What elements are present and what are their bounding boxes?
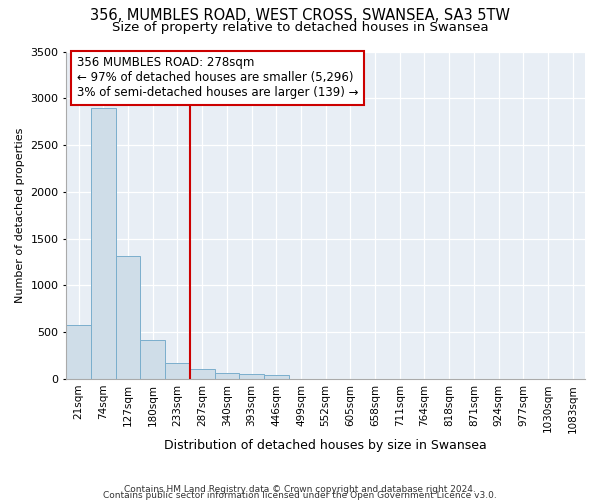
Text: Contains HM Land Registry data © Crown copyright and database right 2024.: Contains HM Land Registry data © Crown c… [124,484,476,494]
Bar [91,108,116,379]
Bar [215,373,239,379]
Text: Contains public sector information licensed under the Open Government Licence v3: Contains public sector information licen… [103,490,497,500]
Bar [264,376,289,379]
Bar [165,362,190,379]
Bar [67,326,91,379]
Bar [116,256,140,379]
Bar [140,340,165,379]
X-axis label: Distribution of detached houses by size in Swansea: Distribution of detached houses by size … [164,440,487,452]
Y-axis label: Number of detached properties: Number of detached properties [15,128,25,303]
Text: 356 MUMBLES ROAD: 278sqm
← 97% of detached houses are smaller (5,296)
3% of semi: 356 MUMBLES ROAD: 278sqm ← 97% of detach… [77,56,358,100]
Bar [239,374,264,379]
Bar [190,369,215,379]
Text: 356, MUMBLES ROAD, WEST CROSS, SWANSEA, SA3 5TW: 356, MUMBLES ROAD, WEST CROSS, SWANSEA, … [90,8,510,22]
Text: Size of property relative to detached houses in Swansea: Size of property relative to detached ho… [112,21,488,34]
